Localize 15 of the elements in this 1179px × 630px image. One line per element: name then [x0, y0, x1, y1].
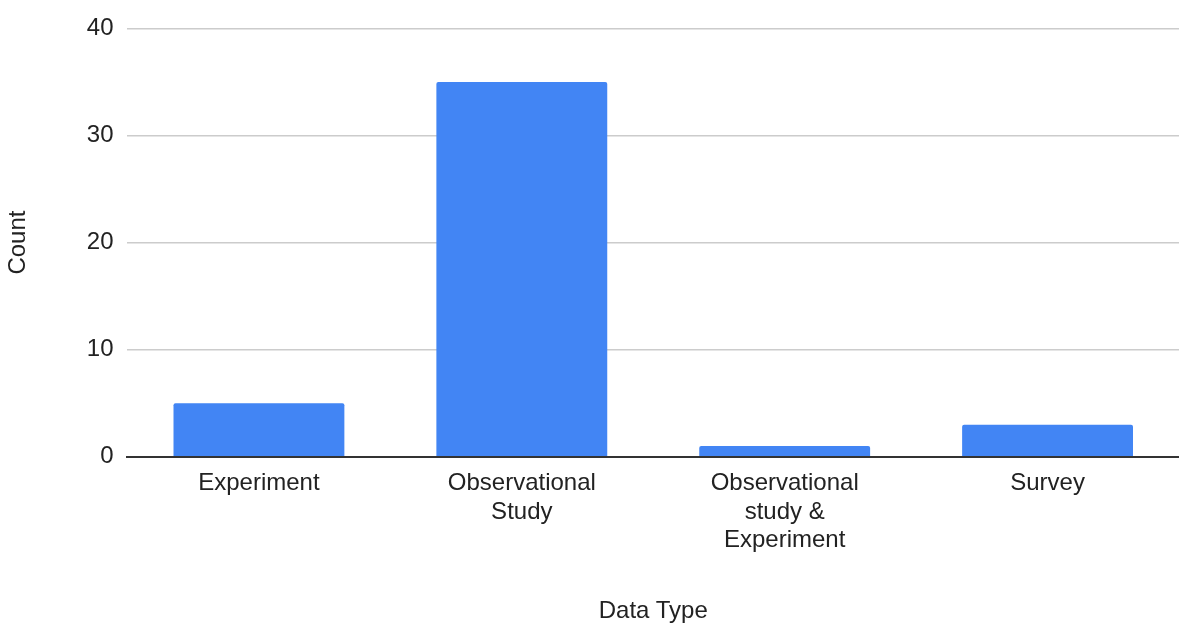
- y-tick-label: 40: [86, 13, 114, 41]
- bar: [173, 403, 345, 457]
- y-tick-label: 20: [86, 227, 114, 255]
- y-tick-label: 0: [100, 441, 114, 469]
- bar: [699, 446, 871, 457]
- x-tick-label: Observational study & Experiment: [710, 467, 859, 553]
- x-tick-label: Observational Study: [447, 467, 596, 524]
- bar: [962, 424, 1133, 457]
- bar: [436, 81, 608, 457]
- y-tick-label: 10: [86, 334, 114, 362]
- y-tick-label: 30: [86, 120, 114, 148]
- y-axis-title: Count: [3, 210, 31, 275]
- x-tick-label: Survey: [1010, 467, 1085, 495]
- x-tick-label: Experiment: [198, 467, 320, 495]
- x-axis-title: Data Type: [598, 596, 708, 624]
